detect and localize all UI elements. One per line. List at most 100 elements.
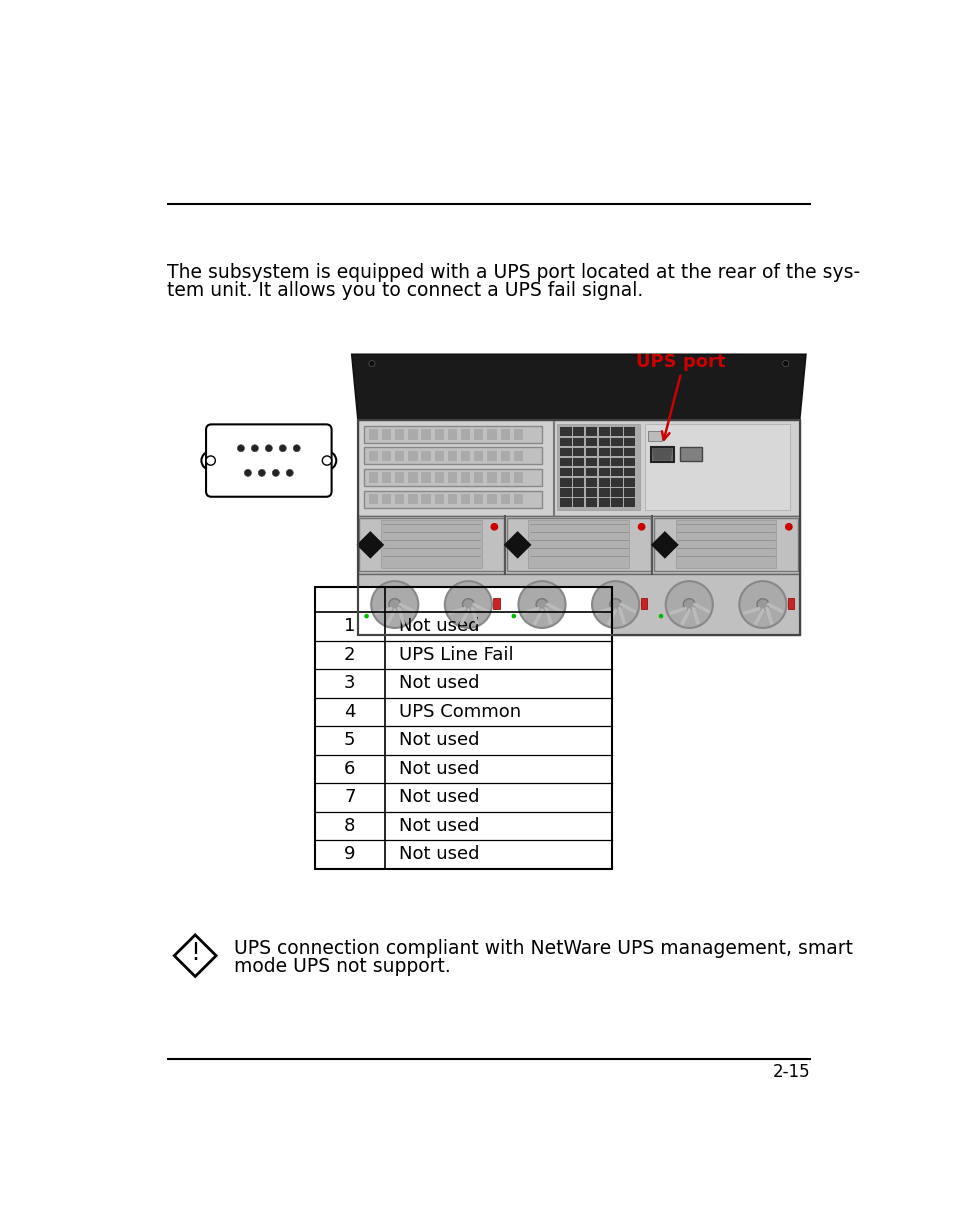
Bar	[408, 472, 417, 483]
Bar	[573, 498, 583, 506]
Circle shape	[252, 445, 258, 451]
Polygon shape	[652, 533, 677, 558]
Bar	[573, 478, 583, 487]
Text: 2-15: 2-15	[772, 1063, 810, 1081]
Bar	[381, 450, 391, 461]
Circle shape	[511, 614, 516, 619]
Bar	[623, 468, 635, 477]
Bar	[513, 494, 522, 504]
Circle shape	[444, 581, 492, 628]
Bar	[623, 478, 635, 487]
Bar	[381, 494, 391, 504]
Bar	[474, 429, 483, 439]
Circle shape	[317, 451, 335, 470]
Text: Not used: Not used	[398, 817, 479, 834]
Bar	[559, 448, 571, 456]
Text: Not used: Not used	[398, 732, 479, 749]
Bar	[585, 498, 597, 506]
Bar	[611, 478, 622, 487]
Bar	[573, 488, 583, 497]
Bar	[395, 429, 404, 439]
Bar	[623, 488, 635, 497]
Bar	[598, 438, 609, 447]
Circle shape	[389, 599, 400, 610]
Circle shape	[286, 470, 293, 476]
Bar	[460, 429, 470, 439]
Polygon shape	[652, 448, 672, 461]
Bar	[369, 450, 377, 461]
Bar	[559, 468, 571, 477]
Text: Not used: Not used	[398, 788, 479, 806]
Bar	[381, 520, 481, 569]
Bar	[460, 494, 470, 504]
Bar	[421, 494, 431, 504]
Text: The subsystem is equipped with a UPS port located at the rear of the sys-: The subsystem is equipped with a UPS por…	[167, 264, 860, 283]
Bar	[357, 516, 799, 573]
Bar	[573, 468, 583, 477]
Bar	[623, 498, 635, 506]
Text: UPS port: UPS port	[636, 353, 725, 371]
Bar	[460, 450, 470, 461]
Polygon shape	[357, 533, 382, 558]
Circle shape	[322, 456, 332, 465]
Text: Not used: Not used	[398, 760, 479, 778]
Bar	[474, 450, 483, 461]
Bar	[359, 518, 503, 571]
Text: 6: 6	[344, 760, 355, 778]
Bar	[585, 427, 597, 436]
Bar	[611, 488, 622, 497]
Bar	[357, 420, 799, 636]
Text: 7: 7	[344, 788, 355, 806]
Bar	[598, 488, 609, 497]
Circle shape	[536, 599, 547, 610]
Bar	[395, 450, 404, 461]
Text: 8: 8	[344, 817, 355, 834]
Circle shape	[739, 581, 785, 628]
Bar	[513, 429, 522, 439]
Circle shape	[201, 451, 220, 470]
Bar	[435, 450, 443, 461]
Bar	[506, 518, 650, 571]
Bar	[474, 472, 483, 483]
Bar	[573, 448, 583, 456]
Bar	[647, 432, 661, 440]
Bar	[447, 450, 456, 461]
Circle shape	[781, 360, 788, 367]
Bar	[611, 427, 622, 436]
Bar	[381, 472, 391, 483]
Bar	[640, 598, 646, 609]
Bar	[408, 494, 417, 504]
Bar	[585, 438, 597, 447]
Bar	[598, 478, 609, 487]
Bar	[573, 438, 583, 447]
Text: UPS Line Fail: UPS Line Fail	[398, 645, 513, 664]
Bar	[559, 427, 571, 436]
Text: 4: 4	[344, 703, 355, 721]
Polygon shape	[352, 354, 805, 420]
Circle shape	[637, 523, 645, 531]
Bar	[493, 598, 499, 609]
Bar	[364, 490, 541, 508]
Bar	[611, 458, 622, 466]
Text: !: !	[190, 941, 200, 965]
Circle shape	[369, 360, 375, 367]
Circle shape	[371, 581, 417, 628]
Polygon shape	[505, 533, 530, 558]
Circle shape	[682, 599, 695, 610]
Bar	[421, 472, 431, 483]
Bar	[357, 420, 799, 516]
Bar	[654, 518, 798, 571]
Circle shape	[265, 445, 272, 451]
Bar	[357, 420, 799, 636]
Bar	[611, 468, 622, 477]
Bar	[623, 438, 635, 447]
Bar	[364, 426, 541, 443]
Circle shape	[490, 523, 497, 531]
Circle shape	[272, 470, 279, 476]
Bar	[598, 498, 609, 506]
Bar	[487, 450, 497, 461]
Circle shape	[665, 581, 712, 628]
Text: 3: 3	[344, 675, 355, 693]
Bar	[557, 425, 639, 510]
Circle shape	[206, 456, 215, 465]
